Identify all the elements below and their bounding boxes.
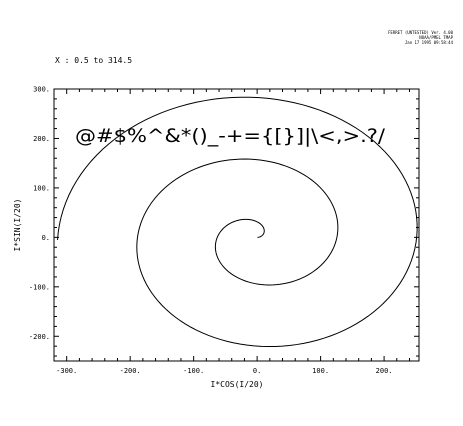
y-tick-label: 300. bbox=[33, 86, 50, 94]
header-block: FERRET (UNTESTED) Ver. 4.00 NOAA/PMEL TM… bbox=[388, 30, 454, 45]
y-axis-title: I*SIN(I/20) bbox=[13, 199, 22, 252]
x-tick-label: -300. bbox=[56, 367, 77, 375]
y-tick-label: 200. bbox=[33, 135, 50, 143]
y-axis: -200. -100. 0. 100. 200. 300. bbox=[29, 86, 419, 357]
header-line-1: FERRET (UNTESTED) Ver. 4.00 bbox=[388, 30, 454, 35]
y-tick-label: -200. bbox=[29, 333, 50, 341]
y-tick-label: 100. bbox=[33, 184, 50, 192]
spiral-series-line bbox=[57, 96, 418, 348]
x-tick-label: 0. bbox=[253, 367, 261, 375]
x-axis: -300. -200. -100. 0. 100. 200. bbox=[53, 89, 410, 375]
plot-frame bbox=[53, 88, 420, 362]
x-axis-title: I*COS(I/20) bbox=[211, 380, 264, 389]
x-tick-label: -200. bbox=[120, 367, 141, 375]
y-tick-label: -100. bbox=[29, 283, 50, 291]
y-tick-label: 0. bbox=[42, 234, 50, 242]
x-range-label: X : 0.5 to 314.5 bbox=[55, 56, 132, 65]
x-tick-label: -100. bbox=[183, 367, 204, 375]
symbol-annotation: @#$%^&*()_-+={[}]|\<,>.?/ bbox=[75, 125, 386, 147]
header-line-3: Jan 17 1995 09:58:44 bbox=[405, 40, 454, 45]
header-line-2: NOAA/PMEL TMAP bbox=[419, 35, 453, 40]
x-tick-label: 100. bbox=[312, 367, 329, 375]
x-tick-label: 200. bbox=[376, 367, 393, 375]
